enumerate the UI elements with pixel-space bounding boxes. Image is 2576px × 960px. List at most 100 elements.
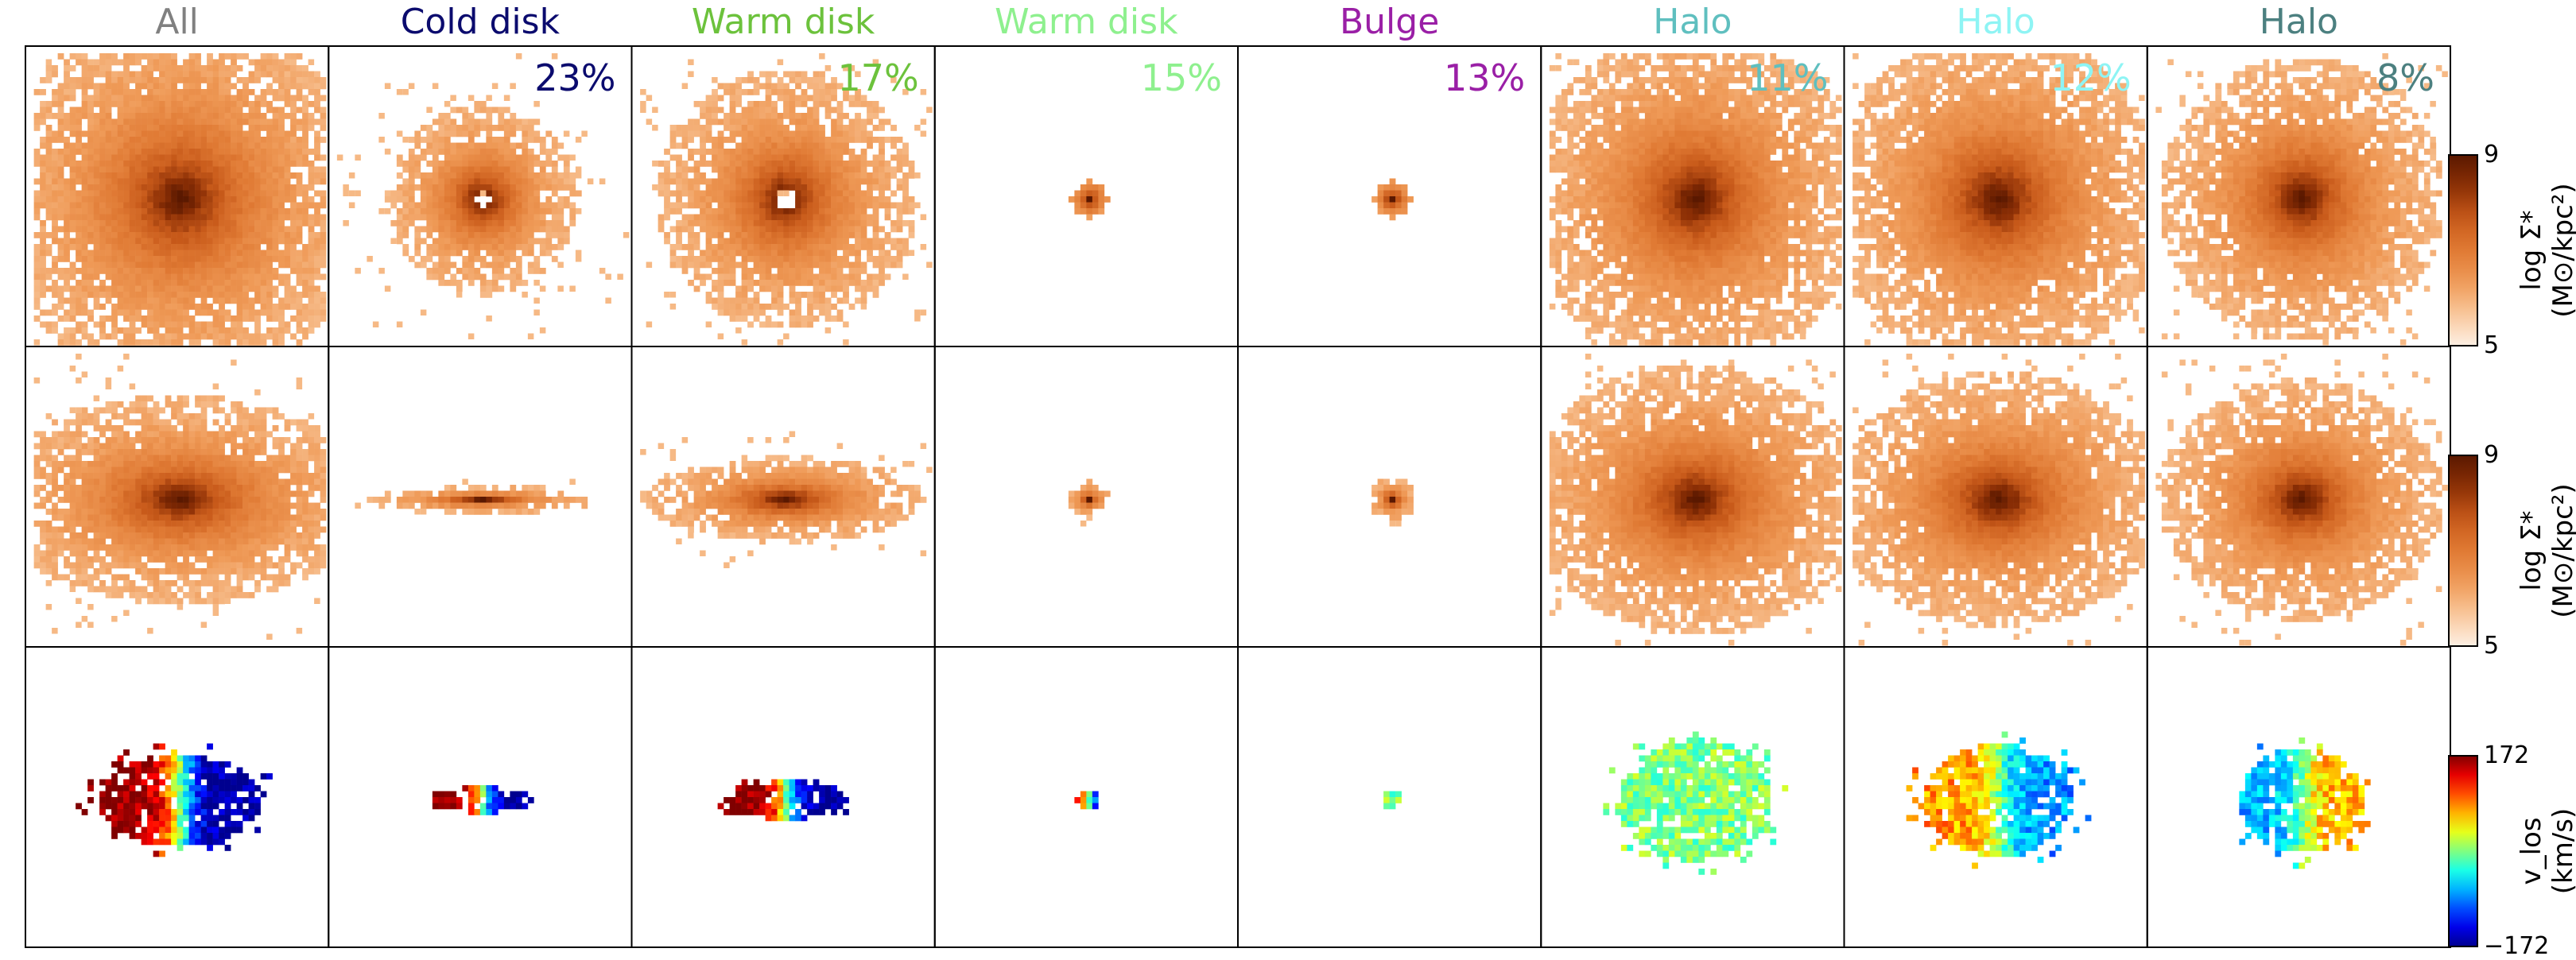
density-pixel [426, 250, 433, 257]
density-pixel [551, 172, 558, 179]
density-pixel [712, 137, 718, 143]
density-pixel [45, 538, 52, 545]
density-pixel [33, 485, 41, 491]
density-pixel [510, 238, 517, 245]
density-pixel [64, 196, 70, 203]
density-pixel [224, 413, 231, 420]
density-pixel [123, 562, 130, 569]
density-pixel [141, 568, 148, 575]
density-pixel [87, 166, 94, 173]
density-pixel [260, 285, 267, 292]
density-pixel [551, 142, 558, 149]
density-pixel [231, 292, 237, 298]
density-pixel [129, 443, 136, 450]
density-pixel [438, 113, 445, 119]
density-pixel [45, 413, 52, 420]
density-pixel [147, 232, 153, 238]
density-pixel [69, 244, 76, 250]
density-pixel [308, 327, 315, 334]
density-pixel [81, 490, 88, 497]
density-pixel [87, 478, 94, 486]
density-pixel [141, 304, 148, 310]
density-pixel [402, 196, 409, 203]
density-pixel [171, 166, 177, 173]
density-pixel [177, 532, 184, 539]
density-pixel [52, 502, 58, 509]
density-pixel [735, 196, 742, 203]
density-pixel [308, 196, 315, 203]
density-pixel [45, 208, 52, 215]
density-pixel [81, 268, 88, 274]
density-pixel [207, 166, 213, 173]
density-pixel [688, 59, 694, 65]
density-pixel [93, 184, 100, 191]
density-pixel [40, 309, 46, 316]
density-pixel [129, 297, 136, 304]
density-pixel [308, 473, 315, 479]
density-pixel [117, 466, 124, 474]
density-pixel [200, 333, 208, 340]
density-pixel [195, 466, 201, 474]
density-pixel [99, 130, 106, 137]
density-pixel [195, 401, 201, 408]
density-pixel [420, 502, 427, 509]
density-pixel [296, 208, 303, 215]
density-pixel [266, 497, 273, 503]
density-pixel [219, 154, 225, 161]
density-pixel [207, 490, 213, 497]
density-pixel [503, 214, 510, 221]
density-pixel [105, 425, 112, 432]
density-pixel [153, 190, 160, 197]
density-pixel [302, 449, 308, 455]
density-pixel [308, 321, 315, 328]
density-pixel [420, 184, 427, 191]
velocity-pixel [207, 761, 213, 768]
density-pixel [658, 172, 665, 179]
density-pixel [76, 437, 82, 443]
density-pixel [117, 77, 124, 83]
density-pixel [159, 568, 165, 575]
density-pixel [503, 154, 510, 161]
density-pixel [231, 71, 237, 78]
density-pixel [355, 502, 361, 509]
density-pixel [402, 220, 409, 226]
density-pixel [242, 339, 249, 346]
density-pixel [117, 89, 124, 95]
density-pixel [40, 77, 46, 83]
velocity-pixel [231, 797, 237, 803]
density-pixel [308, 285, 315, 292]
face-on-density-map-0 [33, 53, 327, 346]
density-pixel [717, 166, 724, 173]
density-pixel [652, 106, 658, 113]
density-pixel [284, 244, 291, 250]
velocity-pixel [444, 797, 451, 803]
density-pixel [224, 161, 231, 167]
density-pixel [231, 184, 237, 191]
density-pixel [284, 521, 291, 527]
density-pixel [432, 244, 439, 250]
density-pixel [33, 562, 41, 569]
density-pixel [688, 154, 694, 161]
density-pixel [123, 490, 130, 497]
density-pixel [135, 437, 142, 443]
density-pixel [147, 77, 153, 83]
density-pixel [467, 208, 475, 215]
density-pixel [123, 586, 130, 593]
density-pixel [45, 556, 52, 563]
density-pixel [111, 285, 118, 292]
density-pixel [236, 431, 243, 438]
velocity-pixel [503, 797, 510, 803]
density-pixel [45, 497, 52, 503]
density-pixel [248, 449, 255, 455]
density-pixel [266, 478, 273, 486]
density-pixel [141, 149, 148, 155]
density-pixel [402, 244, 409, 250]
density-pixel [147, 166, 153, 173]
density-pixel [486, 113, 493, 119]
density-pixel [254, 256, 261, 262]
density-pixel [522, 184, 529, 191]
density-pixel [242, 178, 249, 185]
density-pixel [467, 178, 475, 185]
density-pixel [510, 184, 517, 191]
density-pixel [147, 407, 153, 414]
